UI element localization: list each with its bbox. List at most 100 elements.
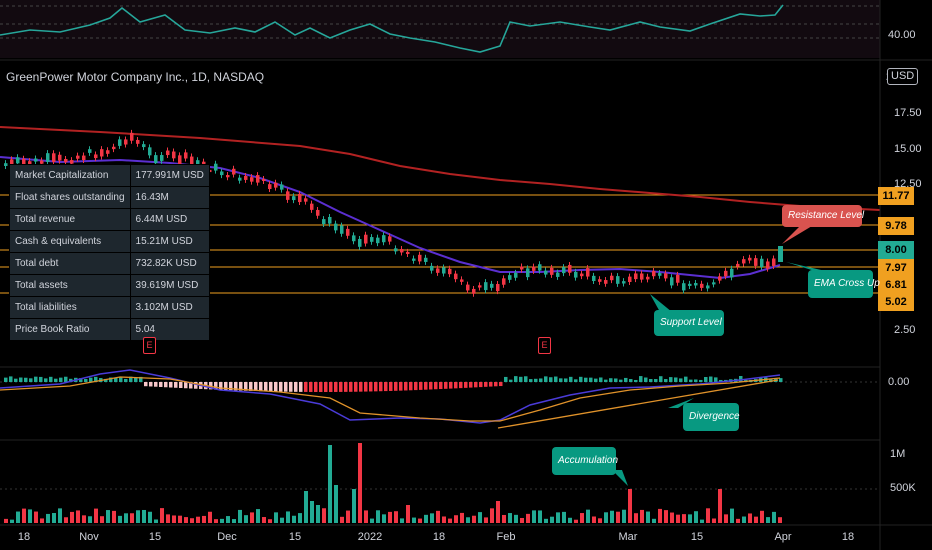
macd-hist-bar bbox=[654, 379, 658, 382]
volume-bar bbox=[490, 508, 494, 523]
volume-bar bbox=[208, 511, 212, 523]
macd-hist-bar bbox=[414, 382, 418, 391]
macd-hist-bar bbox=[579, 376, 583, 382]
volume-bar bbox=[718, 489, 722, 523]
volume-bar bbox=[124, 513, 128, 523]
macd-hist-bar bbox=[214, 382, 218, 390]
volume-bar bbox=[682, 514, 686, 523]
macd-hist-bar bbox=[504, 376, 508, 382]
candle-body bbox=[322, 219, 326, 225]
candle-body bbox=[538, 264, 542, 271]
volume-bar bbox=[106, 510, 110, 523]
volume-bar bbox=[424, 514, 428, 523]
currency-button[interactable]: USD bbox=[887, 68, 919, 85]
macd-hist-bar bbox=[574, 379, 578, 382]
macd-hist-bar bbox=[249, 382, 253, 391]
time-label: 18 bbox=[17, 531, 31, 543]
volume-bar bbox=[712, 518, 716, 523]
fund-row-cash: Cash & equivalents 15.21M USD bbox=[9, 230, 210, 253]
macd-hist-bar bbox=[244, 382, 248, 391]
candle-body bbox=[592, 275, 596, 282]
fund-row-liabilities: Total liabilities 3.102M USD bbox=[9, 296, 210, 319]
candle-body bbox=[298, 193, 302, 203]
candle-body bbox=[304, 198, 308, 202]
time-label: 15 bbox=[148, 531, 162, 543]
signal-line bbox=[0, 376, 781, 422]
volume-bar bbox=[322, 508, 326, 523]
fund-value: 5.04 bbox=[129, 318, 210, 341]
candle-body bbox=[370, 237, 374, 242]
volume-bar bbox=[472, 515, 476, 523]
macd-hist-bar bbox=[704, 377, 708, 382]
volume-bar bbox=[574, 519, 578, 523]
candle-body bbox=[262, 178, 266, 181]
fund-row-float: Float shares outstanding 16.43M bbox=[9, 186, 210, 209]
volume-bar bbox=[262, 517, 266, 523]
candle-body bbox=[508, 275, 512, 280]
candle-body bbox=[490, 283, 494, 288]
annotation-support[interactable]: Support Level bbox=[654, 310, 724, 336]
macd-hist-bar bbox=[259, 382, 263, 392]
volume-bar bbox=[310, 501, 314, 523]
annotation-divergence[interactable]: Divergence bbox=[683, 403, 740, 431]
macd-hist-bar bbox=[679, 378, 683, 382]
volume-bar bbox=[298, 513, 302, 523]
fund-value: 732.82K USD bbox=[129, 252, 210, 275]
candle-body bbox=[82, 155, 86, 161]
candle-body bbox=[682, 283, 686, 291]
candle-body bbox=[472, 288, 476, 294]
volume-bar bbox=[40, 518, 44, 523]
annotation-resistance[interactable]: Resistance Level bbox=[782, 205, 864, 227]
macd-hist-bar bbox=[544, 376, 548, 382]
macd-hist-bar bbox=[609, 378, 613, 382]
volume-bar bbox=[340, 516, 344, 523]
candle-body bbox=[400, 249, 404, 253]
volume-bar bbox=[538, 510, 542, 523]
volume-bar bbox=[652, 518, 656, 523]
volume-bar bbox=[196, 516, 200, 523]
volume-bar bbox=[526, 513, 530, 523]
annotation-accumulation[interactable]: Accumulation bbox=[552, 447, 618, 475]
macd-hist-bar bbox=[369, 382, 373, 392]
volume-bar bbox=[610, 510, 614, 523]
candle-body bbox=[46, 153, 50, 162]
fund-label: Market Capitalization bbox=[9, 164, 131, 187]
earnings-marker-2[interactable]: E bbox=[538, 337, 551, 354]
candle-body bbox=[358, 239, 362, 247]
macd-hist-bar bbox=[49, 376, 53, 382]
candle-body bbox=[610, 275, 614, 281]
macd-hist-bar bbox=[344, 382, 348, 392]
candle-body bbox=[364, 234, 368, 244]
candle-body bbox=[418, 254, 422, 262]
volume-bar bbox=[76, 510, 80, 523]
macd-hist-bar bbox=[84, 378, 88, 382]
macd-hist-bar bbox=[649, 379, 653, 382]
volume-bar bbox=[616, 511, 620, 523]
macd-hist-bar bbox=[299, 382, 303, 392]
candle-body bbox=[160, 155, 164, 161]
volume-bar bbox=[82, 515, 86, 523]
volume-bar bbox=[250, 512, 254, 523]
macd-hist-bar bbox=[294, 382, 298, 392]
volume-bar bbox=[562, 511, 566, 523]
earnings-marker-1[interactable]: E bbox=[143, 337, 156, 354]
volume-bar bbox=[598, 518, 602, 523]
candle-body bbox=[346, 228, 350, 236]
price-tag-6-81: 6.81 bbox=[878, 276, 914, 294]
macd-hist-bar bbox=[64, 376, 68, 382]
volume-bar bbox=[586, 509, 590, 523]
macd-hist-bar bbox=[314, 382, 318, 392]
candle-body bbox=[28, 161, 32, 167]
candle-body bbox=[232, 168, 236, 175]
candle-body bbox=[622, 281, 626, 284]
macd-hist-bar bbox=[139, 376, 143, 382]
volume-bar bbox=[190, 518, 194, 523]
divergence-trendline bbox=[497, 379, 779, 429]
candle-body bbox=[562, 267, 566, 274]
annotation-ema-cross[interactable]: EMA Cross Up bbox=[808, 270, 880, 298]
macd-hist-bar bbox=[234, 382, 238, 391]
macd-hist-bar bbox=[549, 377, 553, 382]
volume-bar bbox=[508, 513, 512, 523]
macd-hist-bar bbox=[69, 378, 73, 382]
fund-row-debt: Total debt 732.82K USD bbox=[9, 252, 210, 275]
